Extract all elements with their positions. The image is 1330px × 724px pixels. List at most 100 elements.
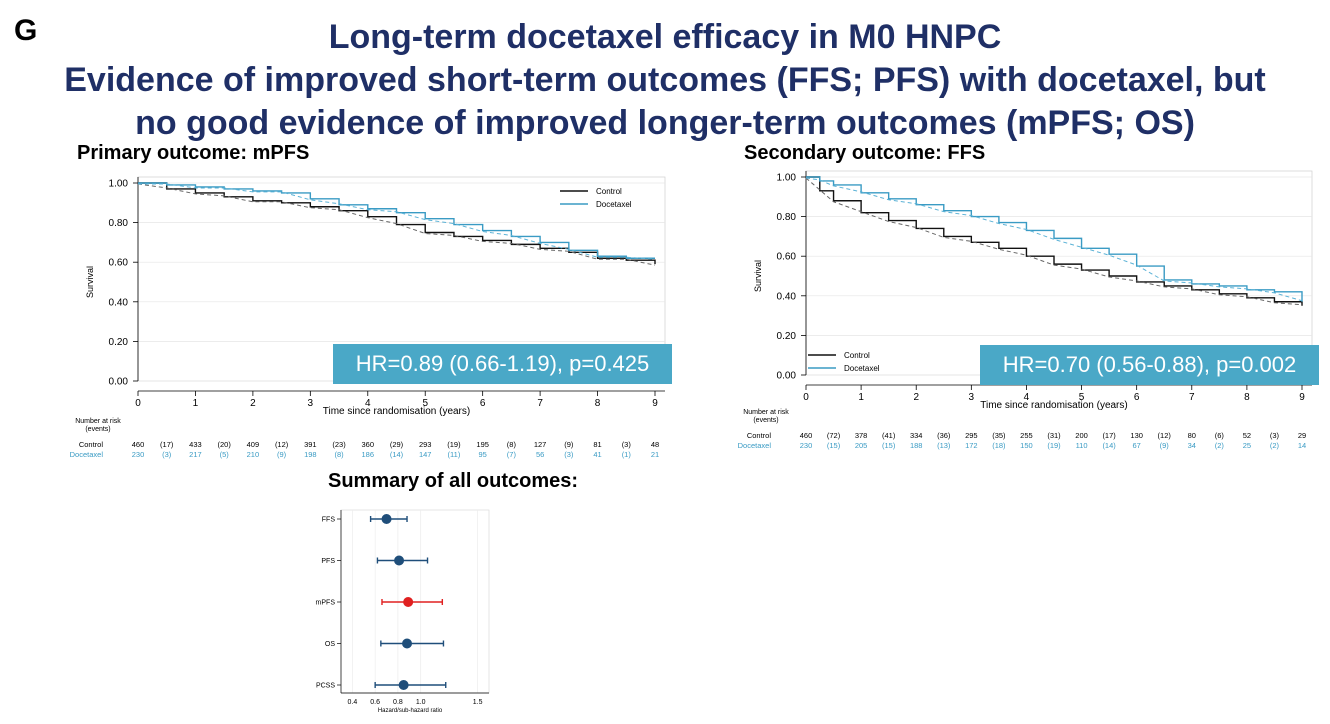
km1-risk-cell-0-6: 391 bbox=[304, 440, 317, 449]
km2-risk-cell-1-14: 34 bbox=[1188, 441, 1196, 450]
km2-risk-cell-0-14: 80 bbox=[1188, 431, 1196, 440]
title-line-2: Evidence of improved short-term outcomes… bbox=[64, 61, 1266, 99]
km1-risk-row-name-1: Docetaxel bbox=[70, 450, 104, 459]
km1-x-tick-label-9: 9 bbox=[652, 398, 658, 409]
km2-risk-sublabel: (events) bbox=[753, 417, 778, 424]
km1-risk-cell-1-11: (11) bbox=[448, 450, 461, 459]
km1-series-docetaxel-fit bbox=[138, 183, 656, 260]
km1-risk-cell-0-2: 433 bbox=[189, 440, 202, 449]
km1-risk-cell-1-14: 56 bbox=[536, 450, 544, 459]
km2-risk-cell-1-6: 172 bbox=[965, 441, 978, 450]
km2-series-control-fit bbox=[805, 177, 1303, 306]
km2-series-docetaxel-fit bbox=[805, 177, 1303, 302]
km2-risk-cell-1-11: (14) bbox=[1102, 441, 1116, 450]
km1-series-control-fit bbox=[137, 183, 656, 266]
km1-risk-cell-0-14: 127 bbox=[534, 440, 547, 449]
km1-risk-cell-0-4: 409 bbox=[247, 440, 260, 449]
km1-y-tick-label-2: 0.40 bbox=[109, 297, 129, 308]
km2-x-tick-label-7: 7 bbox=[1189, 392, 1195, 403]
km2-y-axis-label: Survival bbox=[753, 260, 763, 292]
km1-risk-cell-0-16: 81 bbox=[593, 440, 601, 449]
km1-risk-cell-0-0: 460 bbox=[132, 440, 145, 449]
forest-x-tick-label-1: 0.6 bbox=[370, 699, 380, 706]
km2-x-axis-label: Time since randomisation (years) bbox=[980, 400, 1127, 411]
km2-series-control-line bbox=[806, 176, 1303, 306]
km1-x-tick-label-3: 3 bbox=[308, 398, 314, 409]
km2-x-tick-label-6: 6 bbox=[1134, 392, 1140, 403]
km2-risk-cell-0-7: (35) bbox=[992, 431, 1006, 440]
panel-letter: G bbox=[14, 14, 38, 47]
km2-risk-cell-1-7: (18) bbox=[992, 441, 1006, 450]
km2-x-tick-label-8: 8 bbox=[1244, 392, 1250, 403]
km1-x-axis-label: Time since randomisation (years) bbox=[323, 406, 470, 417]
forest-x-tick-label-2: 0.8 bbox=[393, 699, 403, 706]
forest-point-ffs bbox=[381, 514, 392, 524]
km2-y-tick-label-1: 0.20 bbox=[777, 331, 797, 342]
km2-x-tick-label-1: 1 bbox=[858, 392, 864, 403]
km2-risk-cell-1-2: 205 bbox=[855, 441, 868, 450]
forest-point-pfs bbox=[394, 555, 405, 566]
forest-x-tick-label-3: 1.0 bbox=[416, 699, 426, 706]
km1-y-tick-label-4: 0.80 bbox=[109, 218, 129, 229]
km1-risk-cell-1-8: 186 bbox=[362, 450, 375, 459]
subtitle-mpfs: Primary outcome: mPFS bbox=[77, 142, 310, 164]
forest-point-mpfs bbox=[403, 597, 414, 607]
km1-x-tick-label-7: 7 bbox=[537, 398, 543, 409]
km2-series-docetaxel-line bbox=[806, 176, 1303, 302]
km1-risk-cell-0-18: 48 bbox=[651, 440, 659, 449]
forest-label-mpfs: mPFS bbox=[316, 600, 336, 607]
km2-risk-cell-1-15: (2) bbox=[1215, 441, 1225, 450]
km1-risk-cell-1-18: 21 bbox=[651, 450, 659, 459]
forest-x-axis-label: Hazard/sub-hazard ratio bbox=[378, 708, 443, 714]
km2-risk-cell-0-1: (72) bbox=[827, 431, 841, 440]
km2-risk-cell-0-10: 200 bbox=[1075, 431, 1088, 440]
km2-risk-cell-1-1: (15) bbox=[827, 441, 841, 450]
forest-point-pcss bbox=[398, 680, 409, 690]
km1-risk-cell-0-12: 195 bbox=[476, 440, 489, 449]
km2-y-tick-label-5: 1.00 bbox=[777, 173, 797, 184]
km2-risk-cell-0-8: 255 bbox=[1020, 431, 1033, 440]
forest-label-ffs: FFS bbox=[322, 517, 336, 524]
km1-risk-cell-0-17: (3) bbox=[622, 440, 632, 449]
km1-x-tick-label-2: 2 bbox=[250, 398, 256, 409]
forest-point-os bbox=[402, 638, 413, 649]
km2-x-tick-label-4: 4 bbox=[1024, 392, 1030, 403]
km1-risk-cell-0-10: 293 bbox=[419, 440, 432, 449]
km2-risk-cell-1-0: 230 bbox=[800, 441, 813, 450]
km1-risk-cell-1-12: 95 bbox=[478, 450, 486, 459]
km1-risk-cell-0-7: (23) bbox=[332, 440, 346, 449]
km2-risk-cell-0-12: 130 bbox=[1130, 431, 1143, 440]
hr-box-mpfs: HR=0.89 (0.66-1.19), p=0.425 bbox=[333, 344, 672, 384]
km1-x-tick-label-0: 0 bbox=[135, 398, 141, 409]
km1-risk-cell-0-15: (9) bbox=[564, 440, 574, 449]
km1-y-tick-label-1: 0.20 bbox=[109, 337, 129, 348]
km2-y-tick-label-0: 0.00 bbox=[777, 371, 797, 382]
km1-x-tick-label-5: 5 bbox=[422, 398, 428, 409]
subtitle-summary: Summary of all outcomes: bbox=[328, 470, 579, 492]
km1-risk-cell-1-6: 198 bbox=[304, 450, 317, 459]
forest-x-tick-label-0: 0.4 bbox=[348, 699, 358, 706]
km2-risk-cell-1-13: (9) bbox=[1160, 441, 1170, 450]
km2-risk-cell-1-10: 110 bbox=[1076, 441, 1088, 450]
km2-y-tick-label-3: 0.60 bbox=[777, 252, 797, 263]
km2-risk-label: Number at risk bbox=[743, 409, 789, 416]
km2-risk-cell-0-16: 52 bbox=[1243, 431, 1251, 440]
km2-legend-label-docetaxel: Docetaxel bbox=[844, 364, 880, 373]
km2-x-tick-label-9: 9 bbox=[1299, 392, 1305, 403]
km2-risk-cell-0-6: 295 bbox=[965, 431, 978, 440]
km1-risk-cell-1-17: (1) bbox=[622, 450, 632, 459]
km1-legend-label-docetaxel: Docetaxel bbox=[596, 200, 632, 209]
km1-y-tick-label-5: 1.00 bbox=[109, 179, 129, 190]
km1-x-tick-label-8: 8 bbox=[595, 398, 601, 409]
km1-x-tick-label-6: 6 bbox=[480, 398, 486, 409]
km2-risk-cell-0-4: 334 bbox=[910, 431, 923, 440]
km2-risk-cell-1-4: 188 bbox=[910, 441, 923, 450]
km2-risk-cell-0-5: (36) bbox=[937, 431, 951, 440]
km1-series-control-line bbox=[138, 182, 656, 265]
km2-legend-label-control: Control bbox=[844, 351, 870, 360]
km2-risk-cell-0-0: 460 bbox=[800, 431, 813, 440]
km1-risk-cell-0-11: (19) bbox=[447, 440, 461, 449]
km1-x-tick-label-4: 4 bbox=[365, 398, 371, 409]
km1-y-axis-label: Survival bbox=[85, 266, 95, 298]
